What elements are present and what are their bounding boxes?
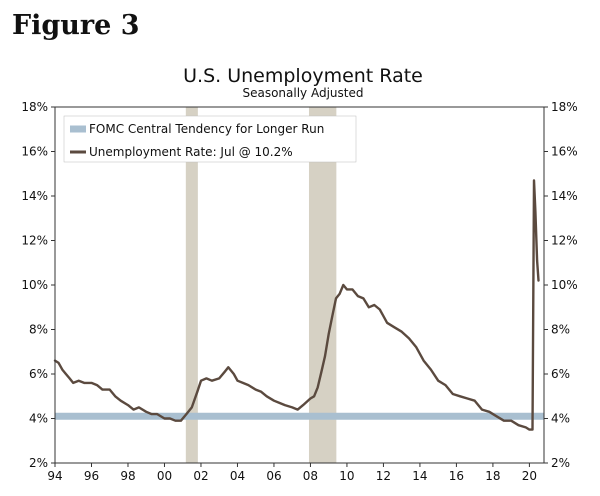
x-tick-label: 94: [47, 469, 62, 483]
y-tick-label-left: 18%: [21, 100, 48, 114]
figure-label: Figure 3: [12, 10, 140, 41]
y-tick-label-right: 2%: [551, 456, 570, 470]
y-tick-label-right: 10%: [551, 278, 578, 292]
x-tick-label: 20: [522, 469, 537, 483]
x-tick-label: 12: [376, 469, 391, 483]
legend-line-label: Unemployment Rate: Jul @ 10.2%: [89, 145, 293, 159]
unemployment-rate-line: [53, 179, 540, 431]
x-tick-label: 02: [193, 469, 208, 483]
y-tick-label-right: 6%: [551, 367, 570, 381]
legend-band-label: FOMC Central Tendency for Longer Run: [89, 122, 324, 136]
y-tick-label-right: 16%: [551, 145, 578, 159]
y-tick-label-right: 8%: [551, 323, 570, 337]
y-tick-label-right: 14%: [551, 189, 578, 203]
unemployment-line-layer: [53, 179, 540, 431]
x-tick-label: 18: [485, 469, 500, 483]
legend-box: [63, 115, 357, 163]
y-tick-label-left: 16%: [21, 145, 48, 159]
y-tick-label-right: 12%: [551, 234, 578, 248]
y-axis-left: 2% 4% 6% 8% 10% 12% 14% 16% 18%: [21, 100, 55, 470]
x-tick-label: 04: [230, 469, 245, 483]
y-tick-label-left: 4%: [29, 412, 48, 426]
x-tick-label: 08: [303, 469, 318, 483]
x-tick-label: 06: [266, 469, 281, 483]
chart-subtitle: Seasonally Adjusted: [242, 86, 363, 100]
x-tick-label: 16: [449, 469, 464, 483]
x-tick-label: 98: [120, 469, 135, 483]
y-tick-label-left: 14%: [21, 189, 48, 203]
y-tick-label-right: 4%: [551, 412, 570, 426]
x-tick-label: 14: [412, 469, 427, 483]
y-tick-label-left: 10%: [21, 278, 48, 292]
x-tick-label: 96: [84, 469, 99, 483]
recession-bar-1: [308, 107, 337, 463]
y-tick-label-left: 12%: [21, 234, 48, 248]
chart-title: U.S. Unemployment Rate: [183, 65, 423, 87]
y-tick-label-right: 18%: [551, 100, 578, 114]
y-tick-label-left: 8%: [29, 323, 48, 337]
x-tick-label: 10: [339, 469, 354, 483]
y-tick-label-left: 6%: [29, 367, 48, 381]
recession-bar-0: [185, 107, 198, 463]
y-axis-right: 2% 4% 6% 8% 10% 12% 14% 16% 18%: [544, 100, 578, 470]
x-axis: 94 96 98 00 02 04 06 08 10 12 14 16 18 20: [47, 463, 537, 483]
x-tick-label: 00: [157, 469, 172, 483]
legend: FOMC Central Tendency for Longer Run Une…: [63, 115, 357, 163]
recession-shading: [185, 107, 337, 463]
y-tick-label-left: 2%: [29, 456, 48, 470]
